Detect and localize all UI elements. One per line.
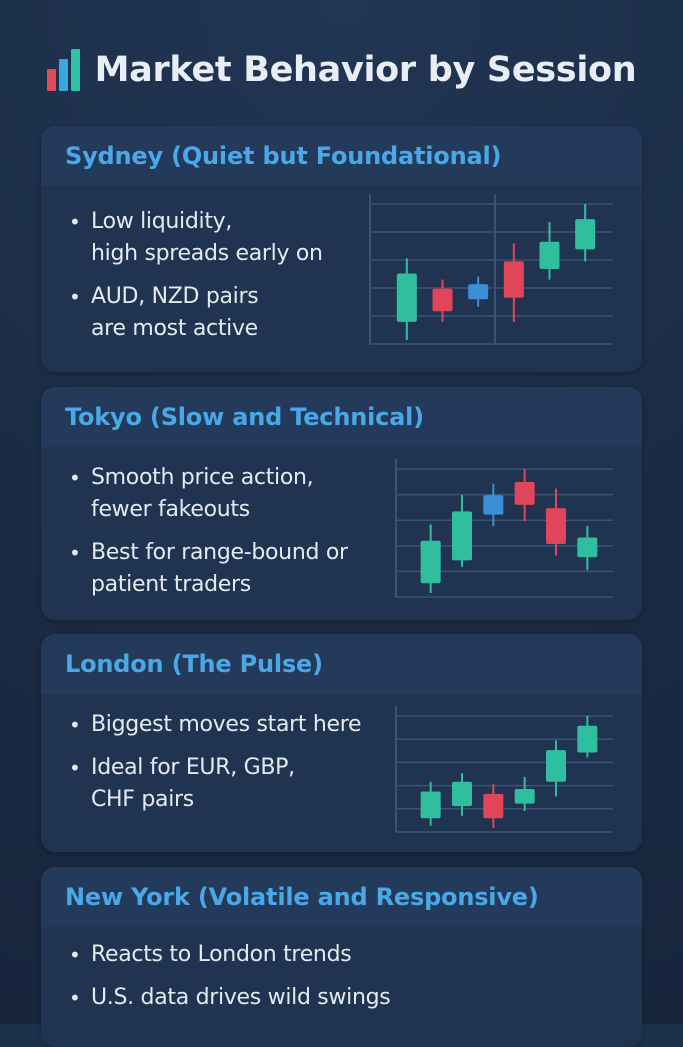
bullet-list: Low liquidity, high spreads early on AUD…: [65, 206, 385, 356]
candle-body: [514, 482, 535, 505]
candle-body: [468, 284, 489, 300]
session-title: Tokyo (Slow and Technical): [65, 403, 424, 431]
candle-body: [575, 219, 596, 250]
candle-body: [483, 793, 504, 819]
candle-body: [452, 511, 472, 561]
candlestick-chart: [369, 194, 613, 345]
candle-body: [432, 288, 453, 312]
session-card-new-york: New York (Volatile and Responsive) React…: [41, 867, 642, 1047]
bullet-item: Smooth price action, fewer fakeouts: [65, 462, 385, 526]
session-card-sydney: Sydney (Quiet but Foundational) Low liqu…: [41, 126, 642, 372]
candle-body: [577, 537, 598, 558]
bullet-item: Reacts to London trends: [65, 939, 585, 971]
session-title: New York (Volatile and Responsive): [65, 883, 539, 911]
bullet-item: Biggest moves start here: [65, 709, 385, 741]
bullet-list: Biggest moves start here Ideal for EUR, …: [65, 709, 385, 827]
session-title: Sydney (Quiet but Foundational): [65, 142, 502, 170]
session-card-london: London (The Pulse) Biggest moves start h…: [41, 634, 642, 852]
candle-body: [396, 273, 417, 322]
candle-body: [420, 540, 441, 584]
bullet-list: Smooth price action, fewer fakeouts Best…: [65, 462, 385, 612]
candle-body: [546, 750, 566, 782]
candle-body: [539, 241, 560, 269]
bullet-item: AUD, NZD pairs are most active: [65, 281, 385, 345]
session-card-header: London (The Pulse): [41, 634, 642, 694]
session-card-header: Sydney (Quiet but Foundational): [41, 126, 642, 186]
session-card-header: Tokyo (Slow and Technical): [41, 387, 642, 447]
candle-body: [420, 791, 441, 819]
candle-body: [483, 495, 504, 515]
bullet-list: Reacts to London trends U.S. data drives…: [65, 939, 585, 1025]
candle-body: [503, 261, 524, 298]
page-title: Market Behavior by Session: [94, 50, 637, 90]
candle-body: [452, 781, 472, 807]
bullet-item: Low liquidity, high spreads early on: [65, 206, 385, 270]
bar-chart-icon: [46, 49, 81, 91]
candlestick-chart: [395, 459, 613, 598]
session-title: London (The Pulse): [65, 650, 323, 678]
bullet-item: U.S. data drives wild swings: [65, 982, 585, 1014]
candle-body: [577, 725, 598, 753]
bullet-item: Ideal for EUR, GBP, CHF pairs: [65, 752, 385, 816]
session-card-tokyo: Tokyo (Slow and Technical) Smooth price …: [41, 387, 642, 620]
candle-body: [514, 789, 535, 804]
candlestick-chart: [395, 706, 613, 833]
header: Market Behavior by Session: [0, 38, 683, 102]
session-card-header: New York (Volatile and Responsive): [41, 867, 642, 927]
candle-body: [546, 508, 566, 545]
bullet-item: Best for range-bound or patient traders: [65, 537, 385, 601]
